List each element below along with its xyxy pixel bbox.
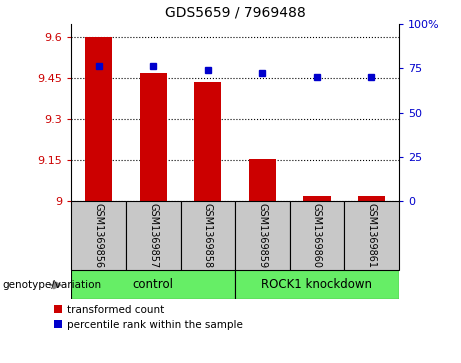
Text: GSM1369857: GSM1369857 xyxy=(148,203,158,269)
Bar xyxy=(126,201,181,270)
Text: control: control xyxy=(133,278,174,291)
Bar xyxy=(85,37,112,201)
Bar xyxy=(194,82,221,201)
Title: GDS5659 / 7969488: GDS5659 / 7969488 xyxy=(165,6,306,20)
Bar xyxy=(140,73,167,201)
Text: GSM1369858: GSM1369858 xyxy=(203,203,213,269)
Bar xyxy=(290,201,344,270)
Text: GSM1369861: GSM1369861 xyxy=(366,203,377,269)
Bar xyxy=(181,201,235,270)
Bar xyxy=(235,201,290,270)
Bar xyxy=(71,201,126,270)
Bar xyxy=(358,196,385,201)
Bar xyxy=(235,270,399,299)
Text: ROCK1 knockdown: ROCK1 knockdown xyxy=(261,278,372,291)
Text: genotype/variation: genotype/variation xyxy=(2,280,101,290)
Bar xyxy=(344,201,399,270)
Text: GSM1369856: GSM1369856 xyxy=(94,203,104,269)
Text: GSM1369859: GSM1369859 xyxy=(257,203,267,269)
Legend: transformed count, percentile rank within the sample: transformed count, percentile rank withi… xyxy=(53,305,243,330)
Bar xyxy=(71,270,235,299)
Bar xyxy=(303,196,331,201)
Bar xyxy=(249,159,276,201)
Text: GSM1369860: GSM1369860 xyxy=(312,203,322,269)
